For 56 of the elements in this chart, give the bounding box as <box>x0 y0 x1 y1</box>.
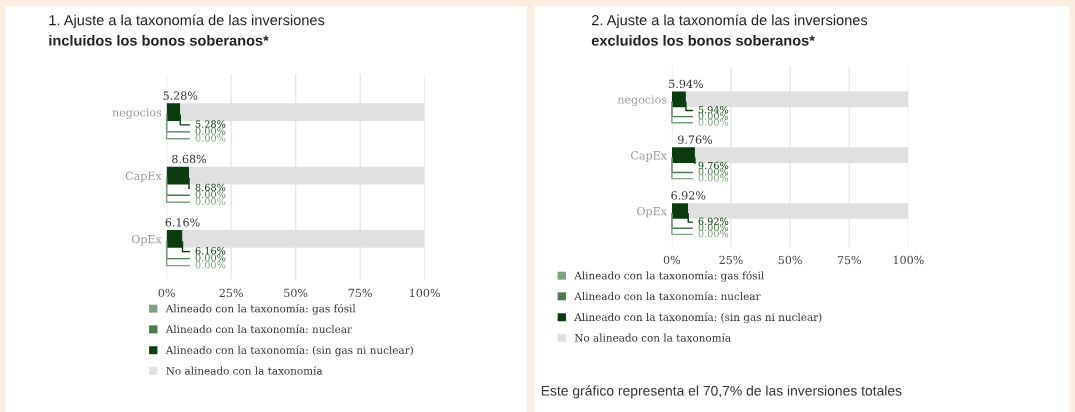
annotation: 5.94% <box>698 106 729 114</box>
y-tick-label: OpEx <box>131 234 162 246</box>
annotation: 8.68% <box>195 183 226 192</box>
y-tick-label: CapEx <box>125 171 162 183</box>
y-tick-label: OpEx <box>637 206 667 218</box>
legend-label: No alineado con la taxonomía <box>166 366 323 375</box>
x-tick-label: 25% <box>719 255 743 265</box>
annotation: 0.00% <box>195 127 226 135</box>
annotation: 0.00% <box>195 190 226 199</box>
chart-subtitle: excluidos los bonos soberanos* <box>591 35 815 46</box>
x-tick-label: 100% <box>893 255 924 265</box>
y-tick-label: negocios <box>112 108 162 119</box>
x-tick-label: 0% <box>158 288 175 298</box>
annotation: 0.00% <box>698 229 729 238</box>
annotation: 5.28% <box>195 120 226 128</box>
annotation: 0.00% <box>195 254 226 262</box>
annotation: 0.00% <box>698 174 729 182</box>
legend-label: Alineado con la taxonomía: nuclear <box>574 291 761 301</box>
legend-label: Alineado con la taxonomía: (sin gas ni nuclear) <box>574 312 822 324</box>
annotation: 9.76% <box>678 135 712 144</box>
legend-label: Alineado con la taxonomía: (sin gas ni nuclear) <box>165 345 413 357</box>
annotation: 6.92% <box>698 217 729 225</box>
bar <box>166 166 190 185</box>
annotation: 5.28% <box>163 91 198 100</box>
annotation: 5.94% <box>669 79 703 89</box>
bar <box>671 203 689 219</box>
annotation: 6.16% <box>165 218 200 227</box>
annotation: 9.76% <box>698 161 729 170</box>
x-tick-label: 50% <box>284 288 308 298</box>
x-tick-label: 100% <box>410 288 440 298</box>
text: Este gráfico representa el 70,7% de las inversiones totales <box>541 385 902 399</box>
chart-title: 1. Ajuste a la taxonomía de las inversiones <box>49 14 325 29</box>
x-tick-label: 50% <box>778 255 802 265</box>
legend-label: No alineado con la taxonomía <box>574 333 731 342</box>
y-tick-label: negocios <box>617 95 667 106</box>
annotation: 0.00% <box>698 223 729 232</box>
x-tick-label: 25% <box>219 288 243 298</box>
x-tick-label: 0% <box>663 255 681 265</box>
annotation: 6.16% <box>195 247 226 255</box>
legend-label: Alineado con la taxonomía: gas fósil <box>165 303 356 315</box>
annotation: 6.92% <box>671 191 706 200</box>
annotation: 8.68% <box>172 154 207 164</box>
x-tick-label: 75% <box>837 255 861 265</box>
legend-label: Alineado con la taxonomía: gas fósil <box>574 270 764 282</box>
annotation: 0.00% <box>195 197 226 206</box>
y-tick-label: CapEx <box>631 151 667 162</box>
annotation: 0.00% <box>698 112 729 120</box>
annotation: 0.00% <box>195 134 226 142</box>
bar <box>671 147 695 163</box>
x-tick-label: 75% <box>348 288 372 298</box>
annotation: 0.00% <box>698 167 729 176</box>
chart-title: 2. Ajuste a la taxonomía de las inversiones <box>591 14 868 29</box>
legend-label: Alineado con la taxonomía: nuclear <box>165 324 352 334</box>
annotation: 0.00% <box>698 118 729 126</box>
annotation: 0.00% <box>195 261 226 269</box>
chart-subtitle: incluidos los bonos soberanos* <box>49 35 269 46</box>
